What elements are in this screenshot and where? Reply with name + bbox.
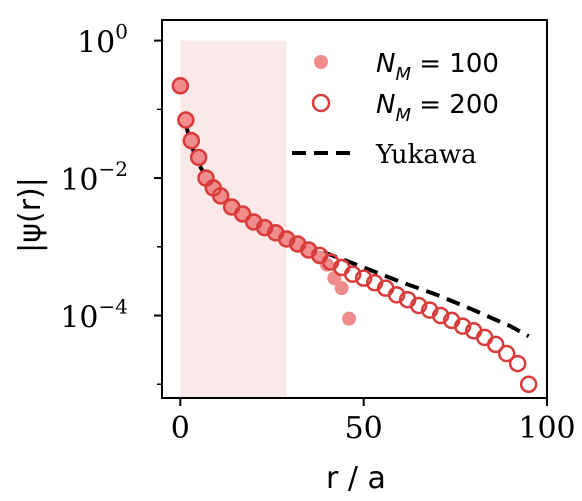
- nm200-point: [343, 265, 362, 283]
- legend-label-yukawa: Yukawa: [375, 140, 477, 170]
- legend-label-nm200-sub: M: [395, 105, 411, 126]
- nm200-point: [508, 354, 527, 373]
- series-nm200-layer: [171, 77, 538, 394]
- nm200-point: [409, 296, 428, 315]
- plot-frame: [161, 19, 548, 399]
- y-tick-label: 10−2: [60, 157, 128, 198]
- nm100-point: [173, 78, 188, 93]
- legend-marker-nm100: [314, 55, 328, 69]
- x-tick-label: 50: [345, 411, 383, 446]
- legend-label-nm100-main: N: [376, 49, 395, 79]
- nm200-point: [255, 218, 274, 237]
- y-axis-label: |ψ(r)|: [13, 177, 48, 253]
- y-tick-label: 10−4: [60, 295, 128, 336]
- nm100-point: [191, 150, 206, 165]
- nm100-point: [178, 112, 193, 127]
- legend-marker-nm200: [311, 93, 331, 113]
- nm200-point: [177, 111, 195, 129]
- nm200-point: [171, 77, 190, 95]
- legend-label-nm100: NM = 100: [376, 49, 499, 85]
- legend-label-nm200-main: N: [376, 90, 395, 120]
- nm200-point: [211, 187, 230, 205]
- x-axis-ticks: 0 50 100: [171, 398, 576, 446]
- shaded-region-layer: [180, 40, 287, 398]
- y-axis-ticks: 100 10−2 10−4: [60, 20, 162, 386]
- nm200-point: [354, 269, 373, 287]
- y-tick-label: 100: [77, 20, 128, 61]
- nm200-point: [486, 335, 505, 354]
- nm200-point: [453, 317, 472, 335]
- x-tick-label: 100: [518, 411, 575, 446]
- nm200-point: [431, 306, 450, 325]
- legend-label-nm200: NM = 200: [376, 90, 499, 126]
- nm200-point: [189, 148, 208, 167]
- nm100-point: [334, 281, 349, 296]
- shaded-region: [180, 40, 287, 398]
- nm200-point: [475, 328, 494, 347]
- nm200-point: [497, 344, 516, 363]
- x-tick-label: 0: [171, 411, 190, 446]
- x-axis-label: r / a: [326, 461, 386, 496]
- nm100-point: [184, 133, 199, 148]
- legend-label-nm200-rest: = 200: [411, 90, 499, 120]
- nm200-point: [277, 230, 296, 248]
- nm200-point: [387, 286, 406, 304]
- nm200-point: [519, 375, 538, 394]
- nm100-point: [342, 311, 356, 326]
- nm200-point: [182, 131, 201, 150]
- legend-label-nm100-rest: = 100: [411, 49, 499, 79]
- legend-label-nm100-sub: M: [395, 64, 411, 85]
- nm100-point: [213, 188, 228, 203]
- legend: NM = 100 NM = 200 Yukawa: [292, 49, 499, 170]
